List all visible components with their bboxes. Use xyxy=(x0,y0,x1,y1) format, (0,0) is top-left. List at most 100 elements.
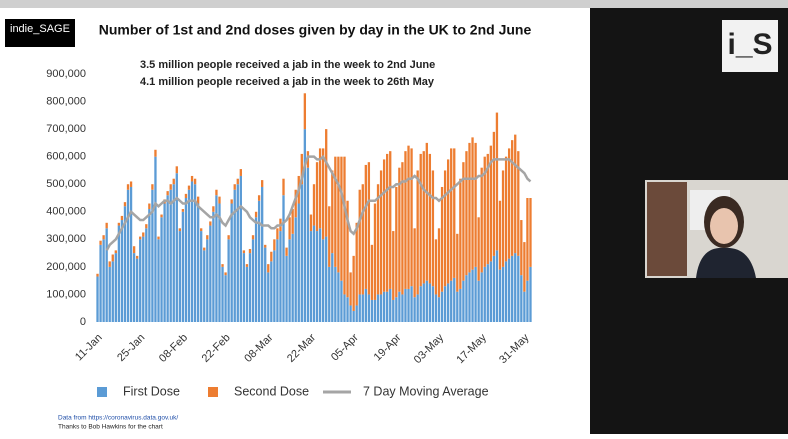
bar xyxy=(108,266,111,322)
bar xyxy=(221,264,224,267)
bar xyxy=(151,184,154,190)
source-note: Data from https://coronavirus.data.gov.u… xyxy=(58,415,178,422)
bar xyxy=(129,186,133,322)
bar xyxy=(172,184,175,322)
bar xyxy=(443,170,447,287)
bar xyxy=(364,288,367,322)
bar xyxy=(190,181,194,322)
bar xyxy=(312,225,316,322)
bookshelf xyxy=(647,182,687,276)
bar xyxy=(434,239,438,295)
bar xyxy=(184,198,188,322)
bar xyxy=(187,185,191,190)
bar xyxy=(236,184,239,322)
bar xyxy=(312,184,316,226)
bar xyxy=(111,261,114,322)
annotation: 3.5 million people received a jab in the… xyxy=(140,59,435,71)
bar xyxy=(178,228,182,232)
bar xyxy=(267,264,270,273)
bar xyxy=(303,93,307,130)
bar xyxy=(401,294,404,322)
bar xyxy=(392,299,395,322)
bar xyxy=(175,166,178,174)
bar xyxy=(321,239,325,322)
bar xyxy=(288,239,291,322)
bar xyxy=(151,189,154,322)
bar xyxy=(251,235,255,240)
bar xyxy=(261,180,264,187)
bar xyxy=(218,203,221,322)
bar xyxy=(279,231,282,322)
bar xyxy=(203,247,206,251)
bar xyxy=(294,217,297,322)
bar xyxy=(224,272,227,276)
chart-title: Number of 1st and 2nd doses given by day… xyxy=(99,22,532,38)
bar xyxy=(328,266,331,322)
bar xyxy=(492,131,496,256)
bar xyxy=(386,153,389,292)
bar xyxy=(117,222,121,226)
bar xyxy=(300,153,303,185)
bar xyxy=(282,178,285,196)
bar xyxy=(337,156,340,273)
bar xyxy=(206,235,209,240)
bar xyxy=(507,258,511,322)
logo: i_S xyxy=(727,28,772,61)
bar xyxy=(157,236,160,240)
bar xyxy=(379,294,383,322)
bar xyxy=(148,203,151,210)
bar xyxy=(224,275,227,322)
bar xyxy=(96,273,99,277)
bar xyxy=(367,162,371,295)
bar xyxy=(264,244,267,248)
bar xyxy=(334,266,337,322)
bar xyxy=(404,288,407,322)
bar xyxy=(389,288,392,322)
bar xyxy=(520,220,523,276)
bar xyxy=(517,255,520,322)
bar xyxy=(129,181,133,187)
bar xyxy=(483,266,486,322)
bar xyxy=(416,170,419,295)
bar xyxy=(282,195,285,322)
bar xyxy=(428,153,432,284)
bar xyxy=(166,195,169,322)
bar xyxy=(236,178,239,185)
bar xyxy=(446,159,450,284)
bar xyxy=(264,247,267,322)
bar xyxy=(495,250,499,322)
bar xyxy=(242,253,246,322)
bar xyxy=(309,214,313,232)
bar xyxy=(261,186,264,322)
bar xyxy=(270,251,273,262)
bar xyxy=(352,255,355,311)
bar xyxy=(410,286,413,322)
y-tick-label: 400,000 xyxy=(46,206,86,218)
bar xyxy=(126,189,130,322)
bar xyxy=(504,156,508,262)
bar xyxy=(361,294,364,322)
bar xyxy=(474,142,477,267)
bar xyxy=(239,169,242,176)
bar xyxy=(126,184,130,190)
bar xyxy=(343,294,346,322)
bar xyxy=(514,134,517,254)
bar xyxy=(511,255,514,322)
bar xyxy=(102,235,105,240)
bar xyxy=(218,196,221,204)
bar xyxy=(254,217,258,322)
bar xyxy=(425,142,428,281)
bar xyxy=(450,280,453,322)
bar xyxy=(196,203,200,322)
bar xyxy=(325,129,328,237)
bar xyxy=(172,178,175,185)
bar xyxy=(315,231,319,322)
bar xyxy=(358,189,361,295)
bar xyxy=(468,142,471,273)
bar xyxy=(136,258,139,322)
bar xyxy=(404,151,407,289)
shirt xyxy=(696,247,756,278)
bar xyxy=(340,156,343,281)
bar xyxy=(273,239,276,251)
